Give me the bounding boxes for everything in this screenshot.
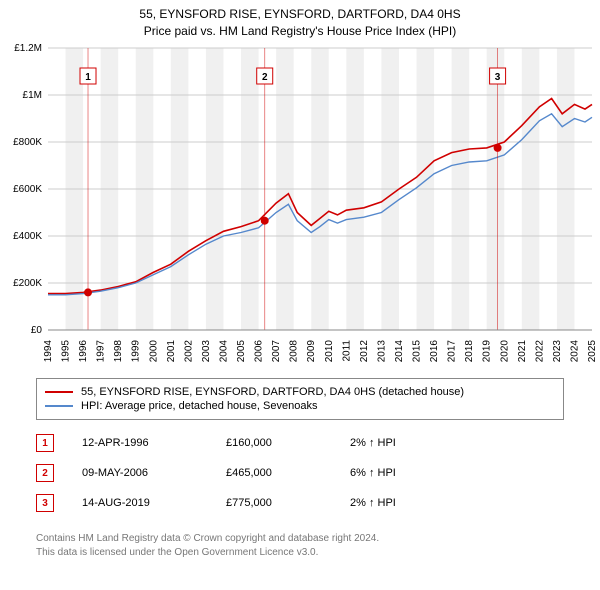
svg-text:£400K: £400K	[13, 231, 42, 242]
svg-text:£800K: £800K	[13, 137, 42, 148]
price-chart: £0 £200K £400K £600K £800K £1M £1.2M 1994 1995 19…	[0, 42, 600, 372]
sale-marker: 2	[36, 464, 54, 482]
sale-date: 12-APR-1996	[82, 437, 222, 449]
svg-text:2017: 2017	[447, 340, 458, 363]
title-line-1: 55, EYNSFORD RISE, EYNSFORD, DARTFORD, D…	[0, 6, 600, 23]
sale-hpi: 2% ↑ HPI	[350, 437, 450, 449]
svg-text:2016: 2016	[429, 340, 440, 363]
sale-price: £465,000	[226, 467, 346, 479]
svg-text:1994: 1994	[43, 340, 54, 363]
sale-date: 09-MAY-2006	[82, 467, 222, 479]
svg-text:2021: 2021	[517, 340, 528, 363]
sale-row: 2 09-MAY-2006 £465,000 6% ↑ HPI	[36, 458, 564, 488]
svg-text:1997: 1997	[96, 340, 107, 363]
legend-swatch	[45, 391, 73, 393]
svg-text:2020: 2020	[499, 340, 510, 363]
svg-text:2007: 2007	[271, 340, 282, 363]
svg-text:2001: 2001	[166, 340, 177, 363]
sale-hpi: 6% ↑ HPI	[350, 467, 450, 479]
svg-text:2015: 2015	[412, 340, 423, 363]
svg-text:2025: 2025	[587, 340, 598, 363]
svg-text:2: 2	[262, 72, 268, 83]
sales-table: 1 12-APR-1996 £160,000 2% ↑ HPI 2 09-MAY-2006…	[36, 428, 564, 518]
chart-svg: £0 £200K £400K £600K £800K £1M £1.2M 1994 1995 19…	[0, 42, 600, 372]
svg-text:2010: 2010	[324, 340, 335, 363]
legend-swatch	[45, 405, 73, 407]
svg-text:1996: 1996	[78, 340, 89, 363]
sale-date: 14-AUG-2019	[82, 497, 222, 509]
svg-text:2013: 2013	[376, 340, 387, 363]
svg-text:2024: 2024	[569, 340, 580, 363]
svg-text:2008: 2008	[289, 340, 300, 363]
svg-text:2019: 2019	[482, 340, 493, 363]
svg-text:2018: 2018	[464, 340, 475, 363]
svg-text:2014: 2014	[394, 340, 405, 363]
legend-row: HPI: Average price, detached house, Seve…	[45, 399, 555, 413]
svg-text:1: 1	[85, 72, 91, 83]
footnote: Contains HM Land Registry data © Crown c…	[36, 532, 564, 559]
sale-row: 3 14-AUG-2019 £775,000 2% ↑ HPI	[36, 488, 564, 518]
svg-text:2009: 2009	[306, 340, 317, 363]
sale-marker: 3	[36, 494, 54, 512]
svg-text:£200K: £200K	[13, 278, 42, 289]
legend-row: 55, EYNSFORD RISE, EYNSFORD, DARTFORD, D…	[45, 385, 555, 399]
svg-text:£1M: £1M	[23, 90, 42, 101]
svg-text:2004: 2004	[218, 340, 229, 363]
sale-row: 1 12-APR-1996 £160,000 2% ↑ HPI	[36, 428, 564, 458]
svg-text:2005: 2005	[236, 340, 247, 363]
svg-text:2006: 2006	[254, 340, 265, 363]
legend: 55, EYNSFORD RISE, EYNSFORD, DARTFORD, D…	[36, 378, 564, 420]
svg-text:2002: 2002	[183, 340, 194, 363]
svg-text:2000: 2000	[148, 340, 159, 363]
sale-hpi: 2% ↑ HPI	[350, 497, 450, 509]
svg-text:3: 3	[495, 72, 501, 83]
svg-text:2022: 2022	[534, 340, 545, 363]
svg-text:£600K: £600K	[13, 184, 42, 195]
svg-text:1998: 1998	[113, 340, 124, 363]
svg-text:2011: 2011	[341, 340, 352, 362]
title-line-2: Price paid vs. HM Land Registry's House …	[0, 23, 600, 40]
svg-text:£0: £0	[31, 325, 43, 336]
svg-text:£1.2M: £1.2M	[14, 43, 42, 54]
footnote-line-1: Contains HM Land Registry data © Crown c…	[36, 532, 564, 546]
legend-label: 55, EYNSFORD RISE, EYNSFORD, DARTFORD, D…	[81, 386, 464, 398]
svg-text:1999: 1999	[131, 340, 142, 363]
sale-price: £775,000	[226, 497, 346, 509]
sale-marker: 1	[36, 434, 54, 452]
svg-text:1995: 1995	[61, 340, 72, 363]
legend-label: HPI: Average price, detached house, Seve…	[81, 400, 317, 412]
svg-text:2003: 2003	[201, 340, 212, 363]
sale-price: £160,000	[226, 437, 346, 449]
footnote-line-2: This data is licensed under the Open Gov…	[36, 546, 564, 560]
chart-title: 55, EYNSFORD RISE, EYNSFORD, DARTFORD, D…	[0, 0, 600, 40]
svg-text:2012: 2012	[359, 340, 370, 363]
svg-text:2023: 2023	[552, 340, 563, 363]
